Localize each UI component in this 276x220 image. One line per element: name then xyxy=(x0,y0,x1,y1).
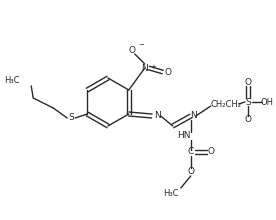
Text: CH₂CH₂: CH₂CH₂ xyxy=(210,99,241,108)
Text: O: O xyxy=(244,77,251,86)
Text: N: N xyxy=(190,112,197,121)
Text: +: + xyxy=(150,64,156,70)
Text: H₃C: H₃C xyxy=(163,189,179,198)
Text: S: S xyxy=(68,114,74,123)
Text: O: O xyxy=(244,116,251,125)
Text: N: N xyxy=(141,64,148,73)
Text: O: O xyxy=(207,147,214,156)
Text: HN: HN xyxy=(177,132,190,141)
Text: N: N xyxy=(154,112,161,121)
Text: O: O xyxy=(187,167,194,176)
Text: −: − xyxy=(138,42,144,48)
Text: H₃C: H₃C xyxy=(4,75,19,84)
Text: S: S xyxy=(245,97,251,106)
Text: C: C xyxy=(188,147,194,156)
Text: O: O xyxy=(164,68,171,77)
Text: OH: OH xyxy=(260,97,273,106)
Text: O: O xyxy=(128,46,135,55)
